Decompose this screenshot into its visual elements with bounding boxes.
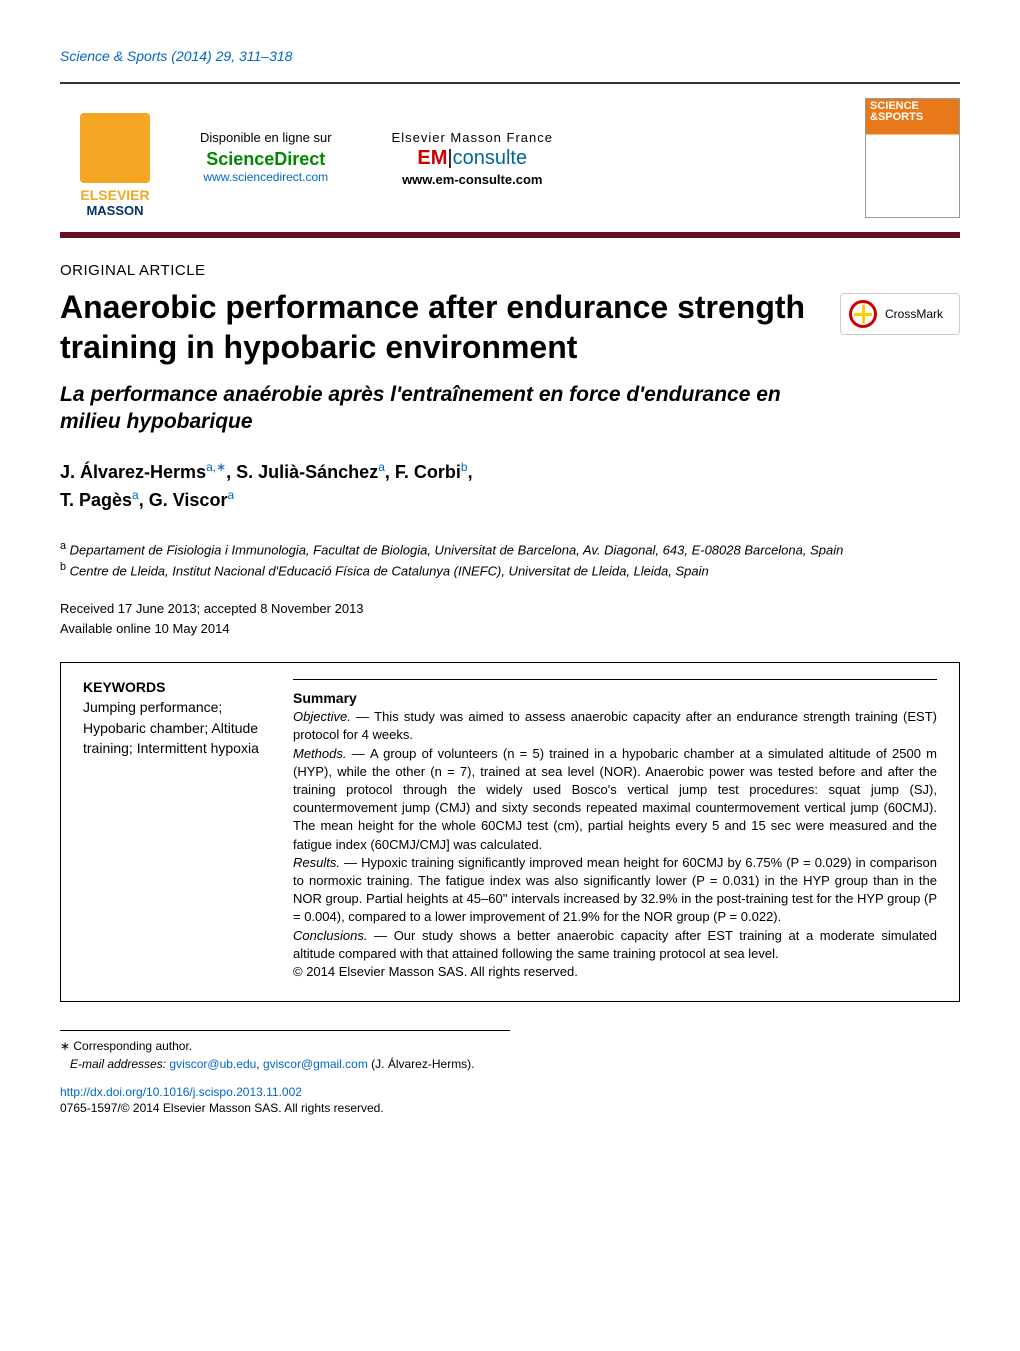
- conclusions-label: Conclusions. —: [293, 928, 394, 943]
- article-type: ORIGINAL ARTICLE: [60, 262, 960, 279]
- article-dates: Received 17 June 2013; accepted 8 Novemb…: [60, 599, 960, 638]
- article-subtitle-french: La performance anaérobie après l'entraîn…: [60, 381, 820, 436]
- author-1-affil: a,∗: [206, 460, 226, 474]
- header-links: Disponible en ligne sur ScienceDirect ww…: [200, 130, 835, 187]
- doi-link[interactable]: http://dx.doi.org/10.1016/j.scispo.2013.…: [60, 1085, 302, 1099]
- corr-email-1[interactable]: gviscor@ub.edu: [169, 1057, 256, 1071]
- crossmark-label: CrossMark: [885, 307, 943, 321]
- emf-label: Elsevier Masson France: [392, 130, 553, 145]
- issn-copyright: 0765-1597/© 2014 Elsevier Masson SAS. Al…: [60, 1101, 960, 1115]
- disponible-label: Disponible en ligne sur: [200, 130, 332, 145]
- affil-b-text: Centre de Lleida, Institut Nacional d'Ed…: [66, 564, 709, 579]
- summary-column: Summary Objective. — This study was aime…: [293, 679, 937, 981]
- summary-heading: Summary: [293, 690, 937, 706]
- corr-email-sep: ,: [256, 1057, 263, 1071]
- keywords-list: Jumping performance; Hypobaric chamber; …: [83, 697, 263, 758]
- results-text: Hypoxic training significantly improved …: [293, 855, 937, 925]
- keywords-heading: KEYWORDS: [83, 679, 263, 695]
- author-4: T. Pagès: [60, 490, 132, 510]
- doi-line: http://dx.doi.org/10.1016/j.scispo.2013.…: [60, 1085, 960, 1099]
- author-5-affil: a: [227, 488, 234, 502]
- sciencedirect-logo[interactable]: ScienceDirect: [200, 149, 332, 170]
- elsevier-masson-logo: ELSEVIER MASSON: [60, 98, 170, 218]
- affil-a-text: Departament de Fisiologia i Immunologia,…: [66, 542, 843, 557]
- keywords-column: KEYWORDS Jumping performance; Hypobaric …: [83, 679, 263, 981]
- em-consulte-text: consulte: [453, 147, 528, 169]
- corr-email-label: E-mail addresses:: [70, 1057, 169, 1071]
- conclusions-para: Conclusions. — Our study shows a better …: [293, 927, 937, 963]
- elsevier-tree-icon: [80, 113, 150, 183]
- affiliations: a Departament de Fisiologia i Immunologi…: [60, 538, 960, 582]
- author-3: , F. Corbi: [385, 462, 461, 482]
- publisher-header-band: ELSEVIER MASSON Disponible en ligne sur …: [60, 82, 960, 238]
- journal-cover-thumbnail: SCIENCE &SPORTS: [865, 98, 960, 218]
- author-sep: ,: [468, 462, 473, 482]
- abstract-copyright: © 2014 Elsevier Masson SAS. All rights r…: [293, 963, 937, 981]
- journal-reference: Science & Sports (2014) 29, 311–318: [60, 48, 960, 64]
- em-consulte-url[interactable]: www.em-consulte.com: [392, 172, 553, 187]
- author-2: , S. Julià-Sánchez: [226, 462, 378, 482]
- em-prefix: EM: [417, 147, 447, 169]
- available-online: Available online 10 May 2014: [60, 621, 230, 636]
- em-consulte-block: Elsevier Masson France EM|consulte www.e…: [392, 130, 553, 187]
- results-para: Results. — Hypoxic training significantl…: [293, 854, 937, 927]
- methods-text: A group of volunteers (n = 5) trained in…: [293, 746, 937, 852]
- crossmark-badge[interactable]: CrossMark: [840, 293, 960, 335]
- em-consulte-logo[interactable]: EM|consulte: [392, 147, 553, 170]
- author-5: , G. Viscor: [139, 490, 228, 510]
- methods-para: Methods. — A group of volunteers (n = 5)…: [293, 745, 937, 854]
- elsevier-label: ELSEVIER: [80, 187, 149, 203]
- corresponding-author: ∗ Corresponding author. E-mail addresses…: [60, 1037, 960, 1073]
- author-1: J. Álvarez-Herms: [60, 462, 206, 482]
- author-3-affil: b: [461, 460, 468, 474]
- sciencedirect-url[interactable]: www.sciencedirect.com: [200, 170, 332, 184]
- objective-para: Objective. — This study was aimed to ass…: [293, 708, 937, 744]
- abstract-box: KEYWORDS Jumping performance; Hypobaric …: [60, 662, 960, 1002]
- objective-text: This study was aimed to assess anaerobic…: [293, 709, 937, 742]
- author-list: J. Álvarez-Hermsa,∗, S. Julià-Sáncheza, …: [60, 458, 960, 514]
- masson-label: MASSON: [86, 203, 143, 218]
- journal-cover-title: SCIENCE &SPORTS: [870, 101, 959, 123]
- sciencedirect-block: Disponible en ligne sur ScienceDirect ww…: [200, 130, 332, 187]
- crossmark-icon: [849, 300, 877, 328]
- corr-star: ∗ Corresponding author.: [60, 1039, 192, 1053]
- author-2-affil: a: [378, 460, 385, 474]
- results-label: Results. —: [293, 855, 361, 870]
- corr-email-suffix: (J. Álvarez-Herms).: [368, 1057, 475, 1071]
- author-4-affil: a: [132, 488, 139, 502]
- objective-label: Objective. —: [293, 709, 374, 724]
- article-title: Anaerobic performance after endurance st…: [60, 287, 820, 367]
- received-accepted: Received 17 June 2013; accepted 8 Novemb…: [60, 601, 364, 616]
- footer-rule: [60, 1030, 510, 1031]
- corr-email-2[interactable]: gviscor@gmail.com: [263, 1057, 368, 1071]
- methods-label: Methods. —: [293, 746, 370, 761]
